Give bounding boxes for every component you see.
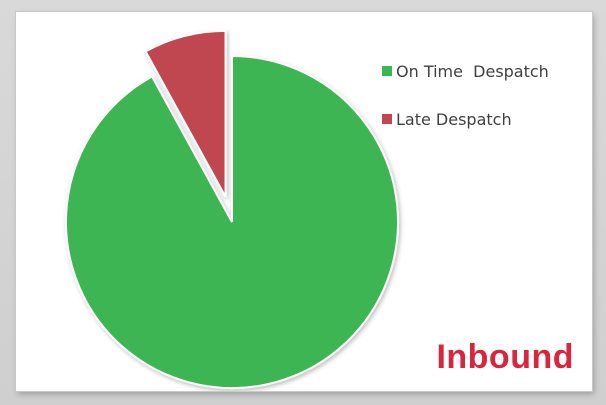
pie-chart (65, 29, 399, 389)
legend-label-on-time: On Time Despatch (396, 61, 549, 81)
legend: On Time Despatch Late Despatch (382, 60, 549, 156)
legend-label-late: Late Despatch (396, 109, 512, 129)
inbound-label: Inbound (436, 338, 574, 376)
legend-item-on-time: On Time Despatch (382, 60, 549, 82)
chart-card: On Time Despatch Late Despatch Inbound (16, 12, 592, 391)
pie-slice-late (144, 29, 227, 198)
pie-slice-on-time (65, 54, 399, 389)
legend-item-late: Late Despatch (382, 108, 549, 130)
legend-swatch-on-time (382, 66, 392, 76)
legend-swatch-late (382, 114, 392, 124)
